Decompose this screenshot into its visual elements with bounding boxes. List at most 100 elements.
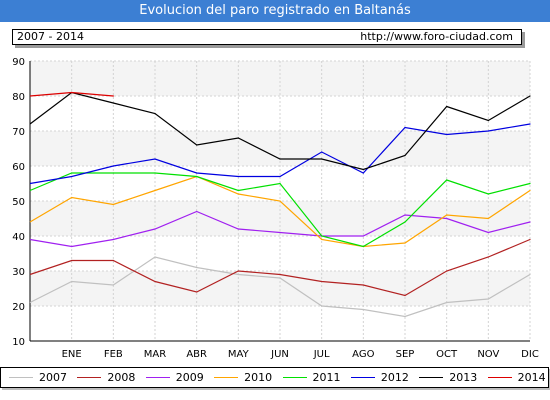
data-point-2013 xyxy=(279,158,281,160)
x-tick-label: MAR xyxy=(144,349,166,360)
data-point-2009 xyxy=(529,221,531,223)
legend-label: 2011 xyxy=(312,371,341,384)
data-point-2012 xyxy=(279,175,281,178)
data-point-2008 xyxy=(154,280,156,283)
data-point-2011 xyxy=(321,235,323,237)
x-tick-label: AGO xyxy=(352,349,374,360)
data-point-2008 xyxy=(446,270,448,272)
data-point-2011 xyxy=(154,172,156,174)
data-point-2010 xyxy=(154,189,156,192)
y-tick-label: 10 xyxy=(12,337,25,348)
data-point-2007 xyxy=(321,305,323,307)
data-point-2009 xyxy=(71,245,73,248)
x-tick-label: ABR xyxy=(186,349,207,360)
data-point-2007 xyxy=(446,301,448,304)
data-point-2013 xyxy=(487,119,489,122)
data-point-2010 xyxy=(279,200,281,202)
data-point-2014 xyxy=(71,91,73,94)
data-point-2008 xyxy=(237,270,239,272)
data-point-2009 xyxy=(154,228,156,230)
legend-swatch xyxy=(145,377,170,378)
data-point-2013 xyxy=(196,144,198,146)
data-point-2007 xyxy=(71,280,73,283)
plot-band xyxy=(30,131,530,166)
x-tick-label: OCT xyxy=(436,349,458,360)
data-point-2013 xyxy=(237,137,239,139)
data-point-2011 xyxy=(196,175,198,178)
data-point-2012 xyxy=(112,165,114,167)
data-point-2007 xyxy=(529,273,531,276)
y-tick-label: 70 xyxy=(12,127,25,138)
data-point-2011 xyxy=(487,193,489,195)
data-point-2013 xyxy=(446,105,448,108)
data-point-2009 xyxy=(487,231,489,234)
source-url: http://www.foro-ciudad.com xyxy=(360,30,513,43)
legend-swatch xyxy=(487,377,512,378)
y-tick-label: 20 xyxy=(12,302,25,313)
data-point-2012 xyxy=(404,126,406,129)
x-tick-label: MAY xyxy=(228,349,250,360)
legend-label: 2013 xyxy=(449,371,478,384)
chart-title: Evolucion del paro registrado en Baltaná… xyxy=(0,0,550,22)
data-point-2008 xyxy=(404,294,406,297)
y-tick-label: 80 xyxy=(12,92,25,103)
data-point-2008 xyxy=(112,259,114,262)
x-tick-label: SEP xyxy=(396,349,415,360)
x-tick-label: NOV xyxy=(477,349,499,360)
legend-swatch xyxy=(9,377,33,378)
data-point-2013 xyxy=(362,168,364,171)
x-tick-label: JUL xyxy=(313,349,330,360)
legend-swatch xyxy=(419,377,444,378)
x-tick-label: FEB xyxy=(104,349,123,360)
data-point-2011 xyxy=(279,182,281,185)
data-point-2008 xyxy=(71,259,73,262)
data-point-2010 xyxy=(446,214,448,216)
data-point-2012 xyxy=(154,158,156,160)
data-point-2010 xyxy=(112,203,114,206)
data-point-2008 xyxy=(362,284,364,286)
x-tick-label: ENE xyxy=(62,349,82,360)
legend-swatch xyxy=(350,377,375,378)
data-point-2012 xyxy=(196,172,198,174)
data-point-2012 xyxy=(71,175,73,178)
data-point-2011 xyxy=(362,245,364,248)
y-tick-label: 30 xyxy=(12,267,25,278)
y-tick-label: 40 xyxy=(12,232,25,243)
data-point-2007 xyxy=(487,298,489,300)
legend-label: 2007 xyxy=(39,371,67,384)
data-point-2008 xyxy=(279,273,281,276)
data-point-2012 xyxy=(446,133,448,136)
data-point-2010 xyxy=(321,238,323,241)
data-point-2009 xyxy=(362,235,364,237)
legend-label: 2010 xyxy=(244,371,273,384)
info-box: 2007 - 2014 http://www.foro-ciudad.com xyxy=(12,29,522,45)
line-chart: 10 20 30 40 50 60 70 80 90 ENE FEB MAR ABR MAY JUN JUL A… xyxy=(12,57,539,360)
data-point-2013 xyxy=(529,95,531,97)
data-point-2007 xyxy=(404,315,406,318)
data-point-2012 xyxy=(237,175,239,178)
data-point-2014 xyxy=(112,95,114,97)
data-point-2012 xyxy=(487,130,489,132)
legend-label: 2012 xyxy=(380,371,409,384)
data-point-2011 xyxy=(529,182,531,185)
x-tick-label: JUN xyxy=(270,349,289,360)
y-tick-label: 90 xyxy=(12,57,25,68)
data-point-2007 xyxy=(362,308,364,311)
data-point-2011 xyxy=(404,221,406,223)
data-point-2011 xyxy=(71,172,73,174)
data-point-2007 xyxy=(154,256,156,258)
data-point-2008 xyxy=(321,280,323,283)
x-tick-label: DIC xyxy=(521,349,539,360)
legend-label: 2014 xyxy=(517,371,546,384)
data-point-2009 xyxy=(196,210,198,213)
legend-swatch xyxy=(282,377,307,378)
legend-label: 2009 xyxy=(175,371,204,384)
data-point-2010 xyxy=(487,217,489,220)
data-point-2009 xyxy=(404,214,406,216)
data-point-2008 xyxy=(196,291,198,293)
data-point-2013 xyxy=(321,158,323,160)
data-point-2010 xyxy=(71,196,73,199)
data-point-2012 xyxy=(321,151,323,153)
data-point-2012 xyxy=(362,172,364,174)
data-point-2013 xyxy=(154,112,156,115)
